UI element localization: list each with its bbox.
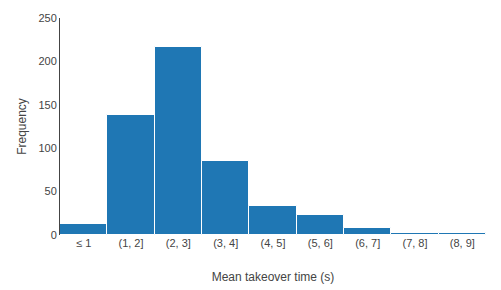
svg-text:≤ 1: ≤ 1	[76, 237, 91, 249]
svg-text:(7, 8]: (7, 8]	[402, 237, 427, 249]
svg-text:150: 150	[38, 99, 56, 111]
svg-text:50: 50	[45, 185, 57, 197]
svg-text:(5, 6]: (5, 6]	[308, 237, 333, 249]
svg-text:(3, 4]: (3, 4]	[213, 237, 238, 249]
svg-text:250: 250	[38, 12, 56, 24]
svg-text:(2, 3]: (2, 3]	[166, 237, 191, 249]
svg-text:100: 100	[38, 142, 56, 154]
svg-text:Mean takeover time (s): Mean takeover time (s)	[212, 270, 335, 284]
svg-text:(8, 9]: (8, 9]	[450, 237, 475, 249]
svg-text:(6, 7]: (6, 7]	[355, 237, 380, 249]
svg-text:(4, 5]: (4, 5]	[260, 237, 285, 249]
svg-text:200: 200	[38, 55, 56, 67]
svg-text:(1, 2]: (1, 2]	[118, 237, 143, 249]
svg-text:Frequency: Frequency	[15, 98, 29, 155]
svg-text:0: 0	[51, 229, 57, 241]
